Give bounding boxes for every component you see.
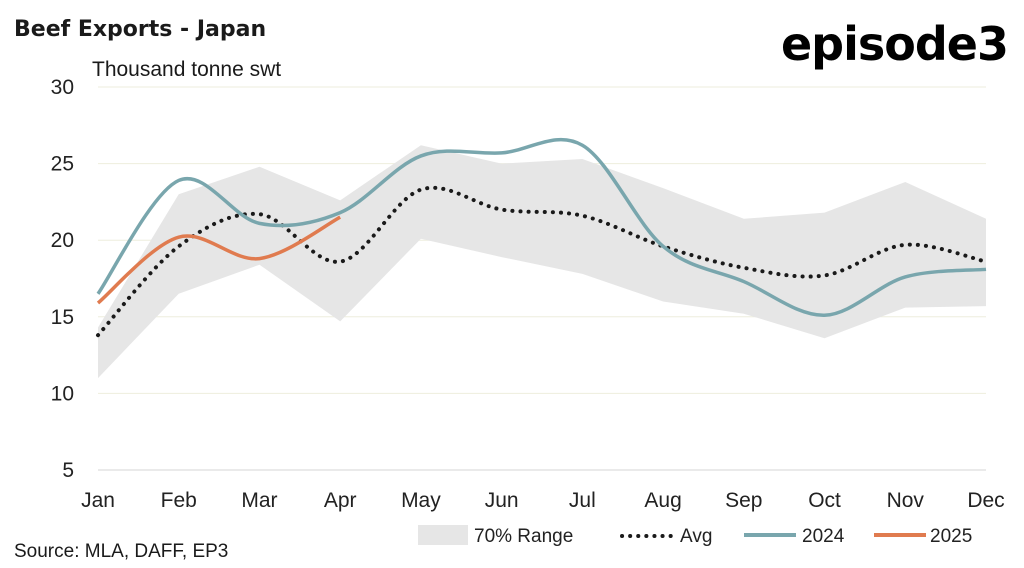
x-tick-label: Oct — [808, 489, 841, 512]
source-note: Source: MLA, DAFF, EP3 — [14, 541, 228, 562]
series-line-avg — [96, 185, 988, 338]
x-tick-label: Jan — [81, 489, 115, 512]
x-tick-label: Feb — [161, 489, 197, 512]
x-tick-label: Aug — [644, 489, 681, 512]
legend: 70% Range Avg 2024 2025 — [418, 525, 972, 547]
series-lines — [96, 137, 988, 338]
y-tick-label: 20 — [51, 229, 74, 252]
legend-label-range: 70% Range — [474, 526, 573, 547]
legend-label-2024: 2024 — [802, 526, 845, 547]
x-tick-label: Mar — [241, 489, 277, 512]
y-tick-label: 10 — [51, 382, 74, 405]
y-tick-labels: 5 10 15 20 25 30 — [51, 76, 74, 482]
series-line-2024 — [96, 137, 987, 318]
y-tick-label: 30 — [51, 76, 74, 99]
y-tick-label: 25 — [51, 153, 74, 176]
y-tick-label: 5 — [62, 459, 74, 482]
x-tick-labels: Jan Feb Mar Apr May Jun Jul Aug Sep Oct Nov Dec — [81, 489, 1005, 512]
range-band — [98, 145, 986, 379]
series-line-2025 — [96, 215, 342, 305]
legend-label-2025: 2025 — [930, 526, 972, 547]
x-tick-label: Jul — [569, 489, 596, 512]
legend-label-avg: Avg — [680, 526, 712, 547]
episode3-logo: episode3 — [781, 17, 1008, 71]
x-tick-label: Jun — [485, 489, 519, 512]
legend-swatch-range — [418, 525, 468, 545]
x-tick-label: Nov — [887, 489, 925, 512]
x-tick-label: Apr — [324, 489, 357, 512]
range-band-area — [98, 145, 986, 379]
chart-title: Beef Exports - Japan — [14, 17, 266, 42]
x-tick-label: May — [401, 489, 441, 512]
x-tick-label: Dec — [967, 489, 1004, 512]
y-tick-label: 15 — [51, 306, 74, 329]
y-axis-label: Thousand tonne swt — [92, 58, 281, 81]
x-tick-label: Sep — [725, 489, 762, 512]
